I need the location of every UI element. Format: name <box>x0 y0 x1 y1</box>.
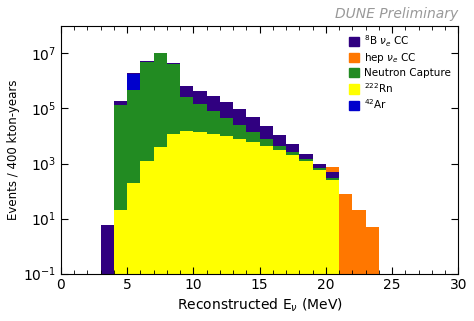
Bar <box>326 172 339 178</box>
Bar <box>352 210 365 321</box>
Bar <box>114 105 127 210</box>
Bar <box>286 144 299 152</box>
Bar <box>140 161 154 321</box>
Bar <box>167 134 180 321</box>
Bar <box>220 136 233 321</box>
Bar <box>273 135 286 145</box>
Bar <box>100 225 114 321</box>
Bar <box>326 167 339 172</box>
X-axis label: Reconstructed E$_\nu$ (MeV): Reconstructed E$_\nu$ (MeV) <box>177 297 342 314</box>
Bar <box>273 150 286 321</box>
Y-axis label: Events / 400 kton-years: Events / 400 kton-years <box>7 80 20 220</box>
Bar <box>286 155 299 321</box>
Bar <box>180 131 193 321</box>
Bar <box>299 154 312 159</box>
Bar <box>207 111 220 134</box>
Legend: $^{8}$B $\nu_e$ CC, hep $\nu_e$ CC, Neutron Capture, $^{222}$Rn, $^{42}$Ar: $^{8}$B $\nu_e$ CC, hep $\nu_e$ CC, Neut… <box>346 31 453 113</box>
Bar <box>220 102 233 118</box>
Bar <box>114 210 127 321</box>
Bar <box>312 169 326 321</box>
Bar <box>339 194 352 321</box>
Bar <box>220 118 233 136</box>
Bar <box>127 74 140 91</box>
Bar <box>260 145 273 321</box>
Bar <box>233 139 246 321</box>
Bar <box>299 161 312 321</box>
Bar <box>312 168 326 169</box>
Bar <box>140 62 154 161</box>
Bar <box>246 117 260 132</box>
Bar <box>246 142 260 321</box>
Bar <box>154 147 167 321</box>
Bar <box>326 178 339 180</box>
Bar <box>193 132 207 321</box>
Bar <box>127 73 140 74</box>
Bar <box>207 96 220 111</box>
Bar <box>233 109 246 125</box>
Bar <box>154 53 167 147</box>
Bar <box>286 152 299 155</box>
Bar <box>273 145 286 150</box>
Bar <box>167 64 180 134</box>
Bar <box>312 163 326 168</box>
Bar <box>114 101 127 105</box>
Bar <box>260 126 273 139</box>
Bar <box>326 180 339 321</box>
Bar <box>299 159 312 161</box>
Bar <box>127 183 140 321</box>
Bar <box>140 61 154 62</box>
Bar <box>167 63 180 64</box>
Bar <box>193 91 207 104</box>
Bar <box>127 91 140 183</box>
Bar <box>180 97 193 131</box>
Bar <box>260 139 273 145</box>
Bar <box>233 125 246 139</box>
Bar <box>246 132 260 142</box>
Bar <box>180 86 193 97</box>
Bar <box>193 104 207 132</box>
Bar <box>207 134 220 321</box>
Text: DUNE Preliminary: DUNE Preliminary <box>335 7 458 21</box>
Bar <box>365 227 379 321</box>
